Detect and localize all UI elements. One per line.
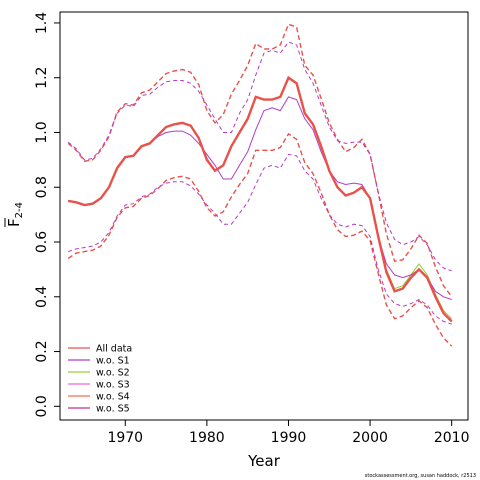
series-line [68,76,453,322]
y-axis: 0.0 0.2 0.4 0.6 0.8 1.0 1.2 1.4 [34,12,61,417]
confidence-band-line [68,153,452,325]
confidence-band-line [67,132,453,347]
y-axis-label: F2-4 [4,202,25,227]
series-line [68,76,453,322]
legend-label: w.o. S2 [96,368,130,379]
series-line [68,76,453,320]
x-tick-label: 2000 [352,430,388,446]
confidence-band-line [67,41,452,272]
y-tick-label: 0.2 [34,340,50,362]
x-tick-label: 1980 [189,430,225,446]
y-axis-label-sub: 2-4 [14,202,25,218]
y-tick-label: 1.2 [34,67,50,89]
x-tick-label: 1970 [107,430,143,446]
series-line [68,76,453,322]
series-line [68,96,452,300]
legend-label: w.o. S4 [96,392,130,403]
series-line [67,75,453,323]
svg-text:F2-4: F2-4 [5,202,25,227]
x-tick-label: 2010 [434,430,470,446]
y-tick-label: 1.4 [34,12,50,34]
y-tick-label: 1.0 [34,121,50,143]
y-tick-label: 0.0 [34,395,50,417]
legend-label: w.o. S5 [96,404,130,415]
legend-label: w.o. S1 [96,356,130,367]
x-tick-label: 1990 [271,430,307,446]
series-lines [67,75,453,323]
y-tick-label: 0.6 [34,231,50,253]
x-axis-label: Year [247,452,281,470]
confidence-band-line [67,23,453,298]
y-tick-label: 0.8 [34,176,50,198]
y-axis-label-main: F [5,218,23,227]
confidence-bands [67,23,453,347]
legend-label: All data [96,344,132,355]
x-axis: 1970 1980 1990 2000 2010 [107,419,470,446]
legend-label: w.o. S3 [96,380,130,391]
y-tick-label: 0.4 [34,286,50,308]
credit-text: stockassessment.org, susan haddock, r251… [365,473,476,479]
